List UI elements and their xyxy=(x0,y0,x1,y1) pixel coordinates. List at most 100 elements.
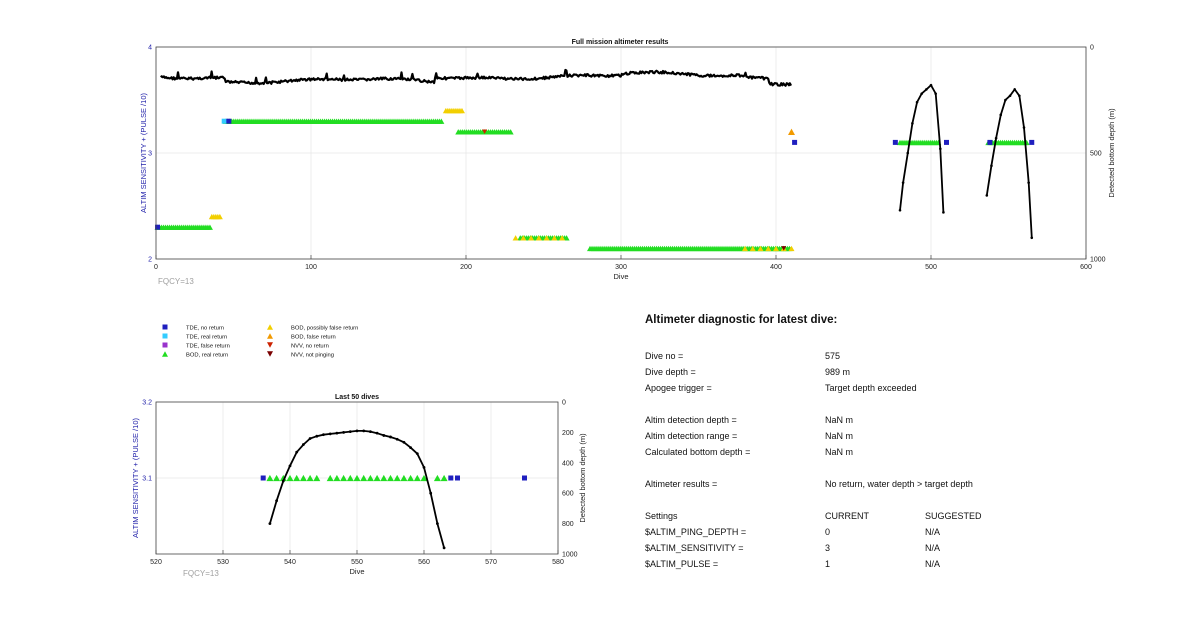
bottom-depth-point xyxy=(342,431,345,434)
bottom-depth-point xyxy=(362,429,366,433)
tde-real-return-marker xyxy=(221,118,227,124)
bottom-depth-point xyxy=(901,181,905,184)
bottom-depth-point xyxy=(295,450,299,454)
diagnostic-key: Altimeter results = xyxy=(645,479,718,489)
x-tick-label: 400 xyxy=(770,264,782,271)
last-50-dives-chart: Last 50 dives 520 530 540 550 560 570 580 3.1 3.… xyxy=(131,394,587,578)
settings-row-pulse: $ALTIM_PULSE = 1 N/A xyxy=(645,556,1185,572)
x-tick-label: 520 xyxy=(150,559,162,566)
diagnostic-key: Dive depth = xyxy=(645,367,696,377)
bottom-depth-point xyxy=(429,491,433,495)
bod-real-return-marker xyxy=(563,235,570,241)
full-mission-chart: Full mission altimeter results 0 100 200 30… xyxy=(139,39,1116,286)
legend-triangle-down-icon xyxy=(267,342,273,348)
bottom-depth-point xyxy=(275,499,278,503)
diagnostic-title: Altimeter diagnostic for latest dive: xyxy=(645,314,838,326)
y2-tick-label: 500 xyxy=(1090,151,1102,158)
tde-no-return-marker xyxy=(1029,139,1035,145)
y-tick-label: 4 xyxy=(148,45,152,52)
full-mission-marks xyxy=(154,68,1035,252)
x-tick-label: 300 xyxy=(615,264,627,271)
x-tick-label: 530 xyxy=(217,559,229,566)
setting-suggested: N/A xyxy=(925,527,941,537)
full-mission-fqcy-annotation: FQCY=13 xyxy=(158,277,194,286)
bod-real-return-marker xyxy=(353,474,361,482)
bottom-depth-point xyxy=(929,83,933,87)
bod-real-return-marker xyxy=(438,118,445,124)
legend-square-icon xyxy=(162,333,168,339)
bod-real-return-marker xyxy=(293,474,301,482)
settings-header-row: Settings CURRENT SUGGESTED xyxy=(645,508,1185,524)
settings-header-key: Settings xyxy=(645,511,678,521)
bottom-depth-point xyxy=(1004,98,1007,102)
legend-label: BOD, possibly false return xyxy=(291,326,358,332)
bod-real-return-marker xyxy=(279,474,287,482)
bottom-depth-point xyxy=(409,446,412,449)
bottom-depth-point xyxy=(382,434,386,437)
x-tick-label: 200 xyxy=(460,264,472,271)
x-tick-label: 550 xyxy=(351,559,363,566)
x-tick-label: 580 xyxy=(552,559,564,566)
full-mission-y2label: Detected bottom depth (m) xyxy=(1107,108,1116,198)
bottom-depth-point xyxy=(985,194,989,197)
bod-real-return-marker xyxy=(273,474,281,482)
bottom-depth-point xyxy=(925,88,928,91)
x-tick-label: 570 xyxy=(485,559,497,566)
tde-no-return-marker xyxy=(155,224,161,230)
bod-real-return-marker xyxy=(393,474,401,482)
last-50-dives-y2label: Detected bottom depth (m) xyxy=(578,433,587,523)
diagnostic-row-results: Altimeter results = No return, water dept… xyxy=(645,476,1185,492)
bod-possibly-false-marker xyxy=(216,213,223,220)
tde-no-return-marker xyxy=(944,139,949,145)
bottom-depth-point xyxy=(402,440,406,444)
bod-real-return-marker xyxy=(313,474,321,482)
bottom-depth-point xyxy=(898,208,902,212)
diagnostic-value: NaN m xyxy=(825,447,854,457)
bod-real-return-marker xyxy=(346,474,354,482)
y2-tick-label: 0 xyxy=(1090,45,1094,52)
bod-possibly-false-marker xyxy=(458,107,465,114)
diagnostic-value: NaN m xyxy=(825,431,854,441)
bottom-depth-point xyxy=(990,164,993,168)
setting-suggested: N/A xyxy=(925,543,941,553)
last-50-dives-marks xyxy=(260,429,527,550)
legend-triangle-icon xyxy=(162,351,168,357)
bottom-depth-arch-line xyxy=(899,83,945,213)
legend-square-icon xyxy=(162,324,168,330)
legend-label: BOD, false return xyxy=(291,335,336,341)
legend-triangle-down-icon xyxy=(267,351,273,357)
bottom-depth-point xyxy=(911,122,914,125)
x-tick-label: 0 xyxy=(154,264,158,271)
setting-suggested: N/A xyxy=(925,559,941,569)
bottom-depth-point xyxy=(442,546,446,550)
full-mission-xlabel: Dive xyxy=(613,272,628,281)
full-mission-ticks: 0 100 200 300 400 500 600 2 3 4 0 500 1000 xyxy=(148,45,1106,272)
setting-key: $ALTIM_PULSE = xyxy=(645,559,719,569)
y2-tick-label: 200 xyxy=(562,430,574,437)
y2-tick-label: 600 xyxy=(562,491,574,498)
legend-triangle-icon xyxy=(267,333,273,339)
nvv-no-return-marker xyxy=(482,129,488,135)
bottom-depth-point xyxy=(268,522,272,525)
bottom-depth-point xyxy=(939,147,942,151)
legend-label: TDE, false return xyxy=(186,344,230,350)
y-tick-label: 3.1 xyxy=(142,476,152,483)
setting-current: 1 xyxy=(825,559,831,569)
bottom-depth-point xyxy=(389,435,392,439)
bottom-depth-arch-line xyxy=(985,87,1033,238)
diagnostic-key: Apogee trigger = xyxy=(645,383,712,393)
x-tick-label: 560 xyxy=(418,559,430,566)
last-50-dives-xlabel: Dive xyxy=(349,567,364,576)
bottom-depth-point xyxy=(281,479,285,483)
y-tick-label: 2 xyxy=(148,257,152,264)
bottom-depth-point xyxy=(1018,94,1021,98)
legend-label: BOD, real return xyxy=(186,353,228,359)
y-tick-label: 3 xyxy=(148,151,152,158)
bod-real-return-marker xyxy=(299,474,307,482)
bod-real-return-marker xyxy=(400,474,408,482)
bod-real-return-marker xyxy=(286,474,294,482)
settings-header-current: CURRENT xyxy=(825,511,869,521)
bod-possibly-false-marker xyxy=(765,245,772,252)
bod-real-return-marker xyxy=(373,474,381,482)
y2-tick-label: 800 xyxy=(562,521,574,528)
